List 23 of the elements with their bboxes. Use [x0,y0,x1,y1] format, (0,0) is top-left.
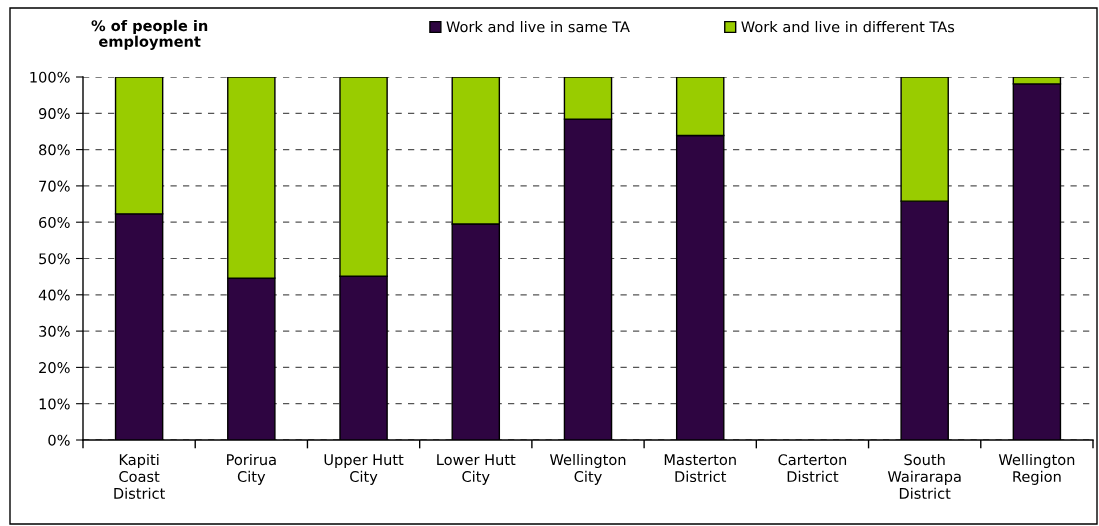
y-tick-label: 60% [39,216,70,228]
legend-label: Work and live in different TAs [741,21,955,33]
x-tick-label: Carterton District [778,454,847,483]
x-tick-label: Masterton District [664,454,736,483]
y-tick-label: 40% [38,289,70,301]
y-tick-label: 0% [48,434,70,446]
y-tick-label: 80% [39,144,70,156]
y-tick-label: 20% [39,362,70,374]
legend-label: Work and live in same TA [446,21,630,33]
y-tick-label: 70% [39,180,70,192]
y-tick-label: 10% [39,398,70,410]
x-tick-label: Kapiti Coast District [114,453,165,499]
x-tick-label: Lower Hutt City [437,454,516,485]
y-tick-label: 30% [39,325,70,337]
y-axis-title: % of people in employment [91,19,208,50]
x-tick-label: Wellington Region [998,453,1075,485]
x-tick-label: Porirua City [227,453,276,485]
y-tick-label: 100% [30,71,70,83]
x-tick-label: South Wairarapa District [887,453,961,499]
y-tick-label: 50% [39,253,70,265]
x-tick-label: Upper Hutt City [324,454,404,485]
x-tick-label: Wellington City [549,453,626,485]
y-tick-label: 90% [39,108,70,120]
